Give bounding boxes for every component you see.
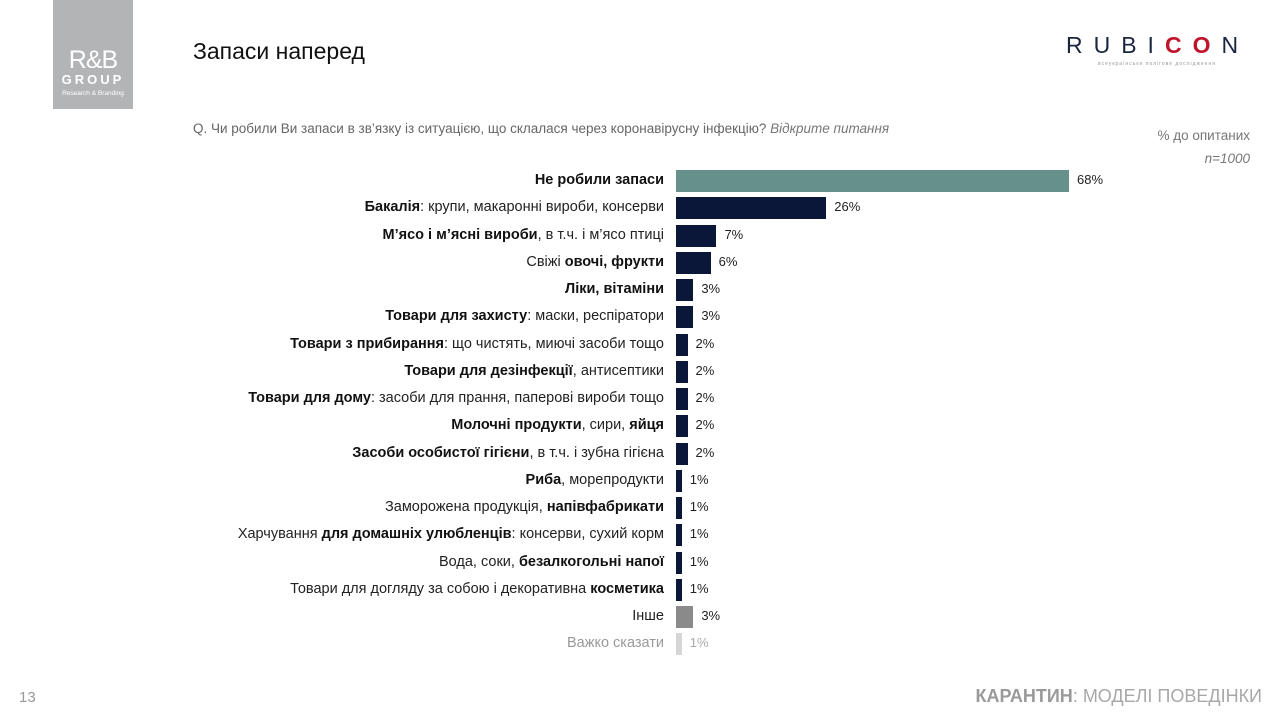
category-label: Товари для дому: засоби для прання, папе… — [248, 390, 664, 406]
value-label: 26% — [834, 199, 861, 215]
category-label: Ліки, вітаміни — [565, 281, 664, 297]
rubicon-tagline: всеукраїнське полігове дослідження — [1098, 61, 1216, 67]
bar-row: Товари для захисту: маски, респіратори 3% — [0, 304, 1280, 331]
bar — [676, 251, 711, 274]
bar-row: Свіжі овочі, фрукти 6% — [0, 250, 1280, 277]
bar — [676, 469, 682, 492]
category-label: Важко сказати — [567, 635, 664, 652]
bar-row: Товари для дому: засоби для прання, папе… — [0, 386, 1280, 413]
bar — [676, 633, 682, 656]
bar — [676, 388, 688, 410]
category-label: Товари з прибирання: що чистять, миючі з… — [290, 335, 664, 352]
bar-row: Ліки, вітаміни 3% — [0, 277, 1280, 304]
value-label: 3% — [701, 608, 721, 623]
category-label: М’ясо і м’ясні вироби, в т.ч. і м’ясо пт… — [382, 226, 664, 243]
bar-row: Заморожена продукція, напівфабрикати 1% — [0, 495, 1280, 522]
value-label: 1% — [689, 499, 709, 514]
bar-row: Товари з прибирання: що чистять, миючі з… — [0, 332, 1280, 359]
value-label: 7% — [724, 226, 744, 242]
value-label: 1% — [689, 553, 709, 569]
rb-group-logo: R&B GROUP Research & Branding — [53, 0, 133, 109]
category-label: Товари для захисту: маски, респіратори — [385, 308, 664, 325]
bar — [676, 224, 717, 247]
value-label: 3% — [701, 281, 721, 296]
unit-note: % до опитаних n=1000 — [1157, 124, 1250, 170]
value-label: 6% — [718, 253, 738, 269]
footer-section-title: КАРАНТИН: МОДЕЛІ ПОВЕДІНКИ — [975, 686, 1262, 706]
value-label: 68% — [1077, 172, 1104, 187]
category-label: Заморожена продукція, напівфабрикати — [385, 499, 664, 515]
value-label: 3% — [701, 308, 721, 324]
question-note: Відкрите питання — [770, 121, 890, 136]
value-label: 1% — [689, 635, 709, 651]
category-label: Товари для дезінфекції, антисептики — [404, 362, 664, 379]
bar-row: Інше 3% — [0, 604, 1280, 631]
bar — [676, 170, 1069, 192]
bar-row: М’ясо і м’ясні вироби, в т.ч. і м’ясо пт… — [0, 223, 1280, 250]
bar-row: Риба, морепродукти 1% — [0, 468, 1280, 495]
bar — [676, 524, 682, 547]
value-label: 2% — [695, 362, 715, 378]
bar — [676, 306, 694, 329]
bar — [676, 497, 682, 519]
logo-main: R&B — [68, 46, 118, 74]
bar-row: Не робили запаси 68% — [0, 168, 1280, 195]
bar — [676, 551, 682, 574]
category-label: Товари для догляду за собою і декоративн… — [290, 580, 664, 597]
bar — [676, 415, 688, 438]
category-label: Засоби особистої гігієни, в т.ч. і зубна… — [352, 444, 664, 461]
bar — [676, 606, 694, 628]
category-label: Харчування для домашніх улюбленців: конс… — [237, 526, 664, 543]
bar-row: Харчування для домашніх улюбленців: конс… — [0, 522, 1280, 549]
category-label: Молочні продукти, сири, яйця — [451, 417, 664, 434]
logo-sub: Research & Branding — [62, 90, 124, 97]
page-number: 13 — [19, 689, 36, 706]
value-label: 1% — [689, 526, 709, 542]
value-label: 1% — [689, 580, 709, 596]
bar — [676, 360, 688, 383]
category-label: Не робили запаси — [534, 172, 664, 188]
bar — [676, 333, 688, 356]
bar — [676, 578, 682, 601]
value-label: 2% — [695, 335, 715, 351]
category-label: Бакалія: крупи, макаронні вироби, консер… — [364, 199, 664, 216]
value-label: 1% — [689, 471, 709, 487]
value-label: 2% — [695, 444, 715, 460]
page-title: Запаси наперед — [193, 38, 365, 64]
bar-row: Товари для догляду за собою і декоративн… — [0, 577, 1280, 604]
category-label: Свіжі овочі, фрукти — [526, 253, 664, 270]
bar — [676, 442, 688, 465]
bar-row: Вода, соки, безалкогольні напої 1% — [0, 550, 1280, 577]
rubicon-logo: RUBICON — [1066, 32, 1250, 58]
bar-row: Бакалія: крупи, макаронні вироби, консер… — [0, 195, 1280, 222]
category-label: Риба, морепродукти — [525, 471, 664, 488]
bar — [676, 197, 827, 220]
bar-row: Молочні продукти, сири, яйця 2% — [0, 413, 1280, 440]
value-label: 2% — [695, 417, 715, 433]
value-label: 2% — [695, 390, 715, 405]
sample-size: n=1000 — [1204, 151, 1250, 166]
category-label: Інше — [632, 608, 664, 624]
bar-row: Товари для дезінфекції, антисептики 2% — [0, 359, 1280, 386]
logo-group: GROUP — [61, 72, 125, 87]
bar — [676, 279, 694, 301]
bar-row: Засоби особистої гігієни, в т.ч. і зубна… — [0, 441, 1280, 468]
category-label: Вода, соки, безалкогольні напої — [438, 553, 664, 570]
bar-row: Важко сказати 1% — [0, 631, 1280, 658]
survey-question: Q. Чи робили Ви запаси в зв’язку із ситу… — [193, 121, 890, 136]
